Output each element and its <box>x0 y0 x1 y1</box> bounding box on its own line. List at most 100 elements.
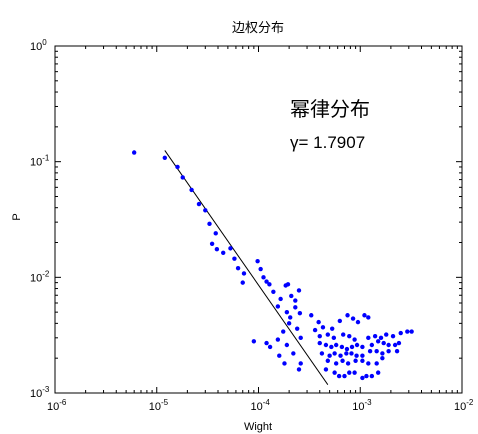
chart-title: 边权分布 <box>232 20 284 35</box>
data-point <box>288 315 293 320</box>
data-point <box>332 351 337 356</box>
data-point <box>360 353 365 358</box>
data-point <box>353 358 358 363</box>
x-tick-label: 10-6 <box>47 398 67 413</box>
x-tick-labels: 10-6 10-5 10-4 10-3 10-2 <box>47 398 474 413</box>
data-point <box>409 329 414 334</box>
data-point <box>312 327 318 333</box>
data-point <box>345 313 350 318</box>
data-point <box>232 256 237 261</box>
data-point <box>294 326 300 331</box>
data-point <box>209 241 215 246</box>
data-point <box>291 351 296 356</box>
data-point <box>405 329 410 334</box>
data-point <box>267 344 273 350</box>
data-point <box>221 250 226 255</box>
data-point <box>264 340 269 346</box>
data-point <box>360 344 365 350</box>
data-point <box>131 150 137 155</box>
data-point <box>323 342 329 348</box>
data-point <box>352 370 357 375</box>
data-point <box>293 298 298 303</box>
data-point <box>207 221 212 227</box>
data-point <box>366 335 371 341</box>
data-point <box>175 164 180 170</box>
data-point <box>267 282 272 287</box>
data-point <box>228 246 233 251</box>
data-point <box>293 305 298 310</box>
data-point <box>203 208 208 213</box>
data-point <box>342 373 347 379</box>
data-point <box>352 337 357 342</box>
data-point <box>329 344 334 350</box>
data-point <box>325 332 331 337</box>
data-point <box>286 321 292 326</box>
data-point <box>323 367 329 372</box>
data-point <box>364 373 369 379</box>
x-tick-label: 10-2 <box>454 398 474 413</box>
data-point <box>345 361 351 366</box>
data-point <box>329 326 335 331</box>
data-point <box>394 348 400 354</box>
data-point <box>309 313 314 318</box>
data-point <box>374 361 379 366</box>
data-point <box>331 335 337 341</box>
data-point <box>375 339 381 344</box>
data-point <box>375 370 381 375</box>
data-point <box>332 370 337 375</box>
data-point <box>241 271 247 276</box>
data-point <box>372 333 378 339</box>
data-point <box>298 361 303 366</box>
data-point <box>369 342 375 348</box>
data-point <box>380 355 385 361</box>
data-point <box>284 309 290 315</box>
data-point <box>319 351 325 356</box>
data-point <box>347 370 352 375</box>
data-point <box>196 201 202 207</box>
data-point <box>398 330 403 336</box>
data-point <box>281 329 286 334</box>
data-point <box>347 333 352 339</box>
data-point <box>369 373 375 379</box>
data-point <box>278 296 283 302</box>
data-point <box>162 155 168 161</box>
data-point <box>392 342 398 348</box>
data-point <box>362 313 367 318</box>
data-point <box>381 340 386 346</box>
data-point <box>282 361 287 366</box>
x-tick-label: 10-3 <box>352 398 372 413</box>
data-point <box>338 353 343 358</box>
data-point <box>349 344 355 350</box>
annotation-gamma: γ= 1.7907 <box>290 133 365 152</box>
data-point <box>366 361 371 366</box>
data-point <box>354 342 360 348</box>
data-point <box>316 319 321 325</box>
data-point <box>240 280 245 285</box>
data-point <box>235 265 241 271</box>
y-tick-label: 10-1 <box>30 154 50 169</box>
data-point <box>360 358 365 363</box>
data-point <box>337 318 343 324</box>
data-point <box>271 289 276 294</box>
data-point <box>261 275 266 280</box>
data-point <box>214 247 220 252</box>
y-tick-label: 10-3 <box>30 385 50 400</box>
x-axis-label: Wight <box>244 421 272 433</box>
x-tick-label: 10-5 <box>149 398 169 413</box>
data-point <box>344 351 349 356</box>
data-point <box>367 348 373 354</box>
data-point <box>284 342 290 348</box>
data-point <box>327 353 332 358</box>
data-point <box>333 361 339 366</box>
y-axis-label: P <box>11 213 23 220</box>
data-point <box>344 346 350 352</box>
data-point <box>251 339 257 344</box>
data-point <box>341 332 346 337</box>
data-point <box>255 258 260 264</box>
data-point <box>378 335 384 341</box>
data-point <box>354 353 359 358</box>
data-point <box>333 342 339 348</box>
data-point <box>355 319 361 325</box>
annotation-title: 幂律分布 <box>290 98 370 121</box>
